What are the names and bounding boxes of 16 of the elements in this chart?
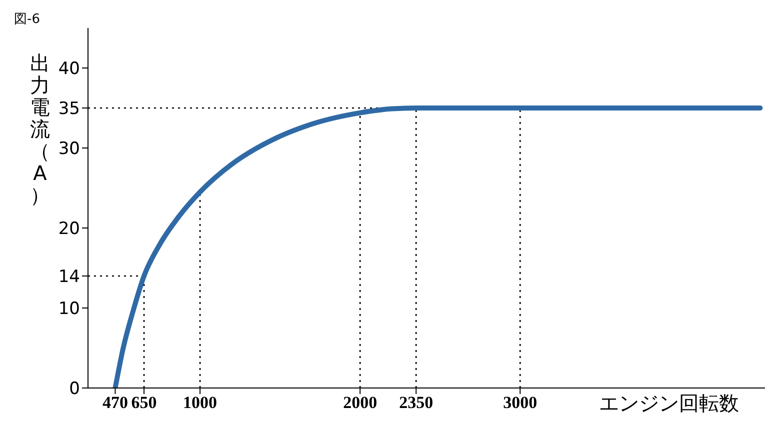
x-tick-label: 2000 bbox=[343, 393, 378, 412]
y-axis-title: 出力電流（A） bbox=[29, 51, 51, 207]
y-tick-label: 35 bbox=[58, 99, 80, 120]
x-tick-label: 1000 bbox=[183, 393, 218, 412]
chart-title: 図-6 bbox=[14, 11, 40, 28]
y-tick-label: 10 bbox=[58, 299, 80, 320]
x-tick-label: 2350 bbox=[399, 393, 434, 412]
x-tick-label: 3000 bbox=[503, 393, 538, 412]
y-tick-label: 30 bbox=[58, 139, 80, 160]
x-tick-label: 650 bbox=[131, 393, 157, 412]
x-axis-title: エンジン回転数 bbox=[599, 391, 739, 415]
x-tick-label: 470 bbox=[102, 393, 128, 412]
y-tick-label: 0 bbox=[69, 379, 80, 400]
y-tick-label: 20 bbox=[58, 219, 80, 240]
y-tick-label: 14 bbox=[58, 267, 80, 288]
y-tick-label: 40 bbox=[58, 59, 80, 80]
